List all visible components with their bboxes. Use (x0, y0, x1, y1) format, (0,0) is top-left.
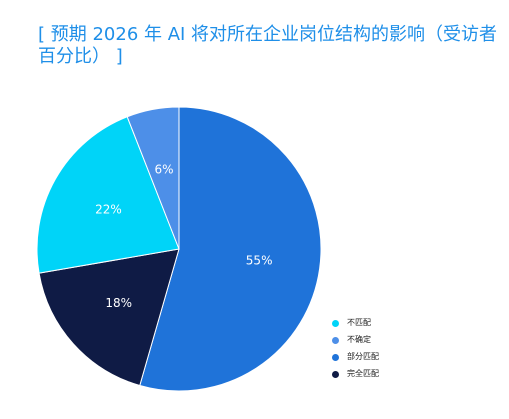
slice-label-3: 6% (154, 162, 173, 176)
legend-swatch-0 (332, 319, 339, 327)
chart-title: [ 预期 2026 年 AI 将对所在企业岗位结构的影响（受访者百分比） ] (38, 24, 498, 67)
legend-item-2: 部分匹配 (332, 350, 379, 364)
pie-slices (36, 106, 322, 392)
slice-label-0: 55% (246, 253, 273, 267)
legend-label-2: 部分匹配 (347, 352, 379, 361)
pie-labels: 55% 18% 22% 6% (95, 162, 272, 310)
legend-label-1: 不确定 (347, 335, 371, 344)
legend-swatch-2 (332, 353, 339, 361)
legend-swatch-1 (332, 336, 339, 344)
pie-slice-3 (126, 106, 180, 250)
legend-swatch-3 (332, 370, 339, 378)
legend-label-3: 完全匹配 (347, 369, 379, 378)
legend: 不匹配不确定部分匹配完全匹配 (332, 316, 379, 384)
legend-item-0: 不匹配 (332, 316, 379, 330)
slice-label-1: 18% (105, 296, 132, 310)
legend-label-0: 不匹配 (347, 318, 371, 327)
pie-slice-0 (139, 106, 322, 392)
pie-slice-2 (36, 116, 180, 274)
pie-slice-1 (38, 248, 180, 387)
slice-label-2: 22% (95, 202, 122, 216)
legend-item-3: 完全匹配 (332, 367, 379, 381)
legend-item-1: 不确定 (332, 333, 379, 347)
